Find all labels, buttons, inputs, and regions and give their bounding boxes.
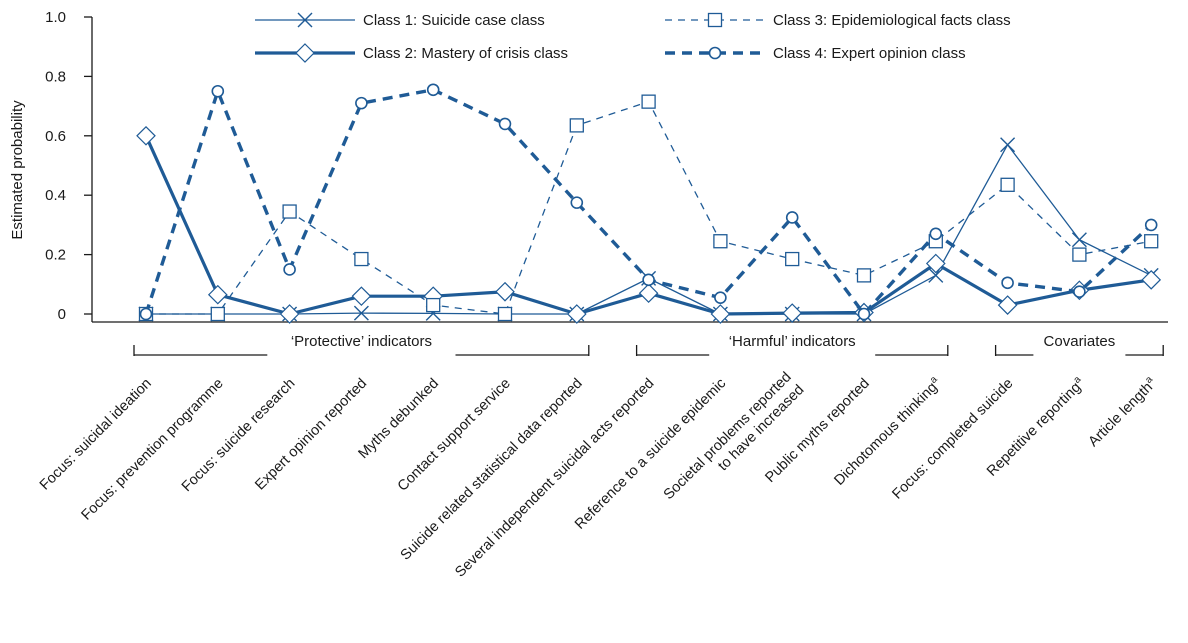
data-point bbox=[1071, 232, 1087, 248]
data-point bbox=[782, 303, 803, 323]
data-point bbox=[928, 267, 944, 283]
data-point bbox=[714, 291, 727, 304]
data-point bbox=[282, 204, 297, 219]
data-point bbox=[1072, 247, 1087, 262]
data-point bbox=[566, 304, 587, 324]
data-point bbox=[283, 263, 296, 276]
data-point bbox=[497, 306, 513, 322]
y-tick-label: 0.4 bbox=[45, 187, 66, 204]
x-marker-stroke bbox=[353, 305, 369, 321]
data-point bbox=[710, 304, 731, 324]
data-point bbox=[570, 196, 584, 209]
x-tick-label: Societal problems reportedto have increa… bbox=[661, 369, 808, 516]
legend: Class 1: Suicide case class Class 2: Mast… bbox=[255, 12, 1011, 63]
data-point bbox=[713, 234, 728, 249]
data-point bbox=[1144, 218, 1158, 232]
data-point bbox=[642, 273, 655, 287]
group-label: ‘Harmful’ indicators bbox=[729, 333, 856, 350]
data-point bbox=[1000, 177, 1015, 192]
data-point bbox=[857, 307, 871, 321]
series-class-3-epidemiological-facts-class bbox=[138, 94, 1159, 322]
data-point bbox=[355, 96, 368, 110]
x-tick-label: Article lengtha bbox=[1084, 374, 1160, 450]
legend-marker bbox=[707, 12, 723, 28]
data-point bbox=[351, 286, 372, 307]
legend-item-class-3-epidemiological-facts-class: Class 3: Epidemiological facts class bbox=[665, 12, 1011, 29]
data-point bbox=[207, 284, 228, 305]
data-point bbox=[1001, 276, 1014, 290]
data-point bbox=[929, 227, 943, 241]
x-tick-label: Focus: prevention programme bbox=[79, 376, 227, 524]
series-class-4-expert-opinion-class bbox=[139, 83, 1158, 321]
data-point bbox=[354, 251, 369, 267]
data-point bbox=[1141, 269, 1162, 290]
legend-label: Class 1: Suicide case class bbox=[363, 12, 545, 29]
legend-item-class-1-suicide-case-class: Class 1: Suicide case class bbox=[255, 12, 545, 29]
data-point bbox=[210, 306, 225, 322]
series-class-2-mastery-of-crisis-class bbox=[136, 125, 1162, 324]
data-point bbox=[785, 211, 799, 224]
x-marker-stroke bbox=[1071, 232, 1087, 248]
legend-marker bbox=[708, 46, 722, 60]
data-point bbox=[925, 253, 946, 274]
legend-item-class-4-expert-opinion-class: Class 4: Expert opinion class bbox=[665, 45, 966, 62]
data-point bbox=[279, 304, 300, 324]
legend-label: Class 2: Mastery of crisis class bbox=[363, 45, 568, 62]
data-point bbox=[1073, 285, 1086, 299]
data-point bbox=[641, 94, 656, 109]
legend-marker bbox=[295, 43, 315, 63]
axes bbox=[91, 17, 1168, 323]
legend-marker bbox=[297, 12, 313, 28]
legend-item-class-2-mastery-of-crisis-class: Class 2: Mastery of crisis class bbox=[255, 43, 568, 63]
data-point bbox=[139, 307, 153, 321]
data-point bbox=[997, 295, 1018, 315]
x-marker-stroke bbox=[928, 267, 944, 283]
group-label: ‘Protective’ indicators bbox=[291, 333, 432, 350]
data-point bbox=[211, 84, 225, 98]
data-point bbox=[495, 281, 515, 302]
group-bracket-covariates: Covariates bbox=[994, 333, 1164, 356]
group-bracket-protective-indicators: ‘Protective’ indicators bbox=[133, 333, 590, 356]
data-point bbox=[1000, 137, 1016, 153]
category-groups: ‘Protective’ indicators ‘Harmful’ indicat… bbox=[133, 333, 1164, 356]
y-axis-label: Estimated probability bbox=[9, 100, 26, 240]
data-point bbox=[353, 305, 369, 321]
data-point bbox=[426, 297, 441, 313]
data-point bbox=[856, 268, 872, 283]
x-marker-stroke bbox=[1000, 137, 1016, 153]
x-tick-label: Focus: completed suicide bbox=[889, 376, 1016, 503]
y-tick-label: 1.0 bbox=[45, 9, 66, 26]
series-layer bbox=[136, 83, 1162, 324]
data-point bbox=[785, 251, 800, 267]
x-marker-stroke bbox=[297, 12, 313, 28]
data-point bbox=[426, 83, 440, 97]
group-bracket-harmful-indicators: ‘Harmful’ indicators bbox=[635, 333, 949, 356]
y-tick-label: 0.6 bbox=[45, 128, 66, 145]
group-label: Covariates bbox=[1044, 333, 1116, 350]
data-point bbox=[136, 125, 156, 146]
y-axis-ticks: 0 0.2 0.4 0.6 0.8 1.0 bbox=[45, 9, 92, 323]
legend-label: Class 4: Expert opinion class bbox=[773, 45, 966, 62]
y-tick-label: 0.2 bbox=[45, 247, 66, 264]
data-point bbox=[498, 117, 512, 131]
legend-label: Class 3: Epidemiological facts class bbox=[773, 12, 1011, 29]
data-point bbox=[569, 118, 584, 133]
y-tick-label: 0 bbox=[58, 306, 66, 323]
y-tick-label: 0.8 bbox=[45, 68, 66, 85]
data-point bbox=[638, 283, 659, 304]
data-point bbox=[1144, 234, 1159, 249]
